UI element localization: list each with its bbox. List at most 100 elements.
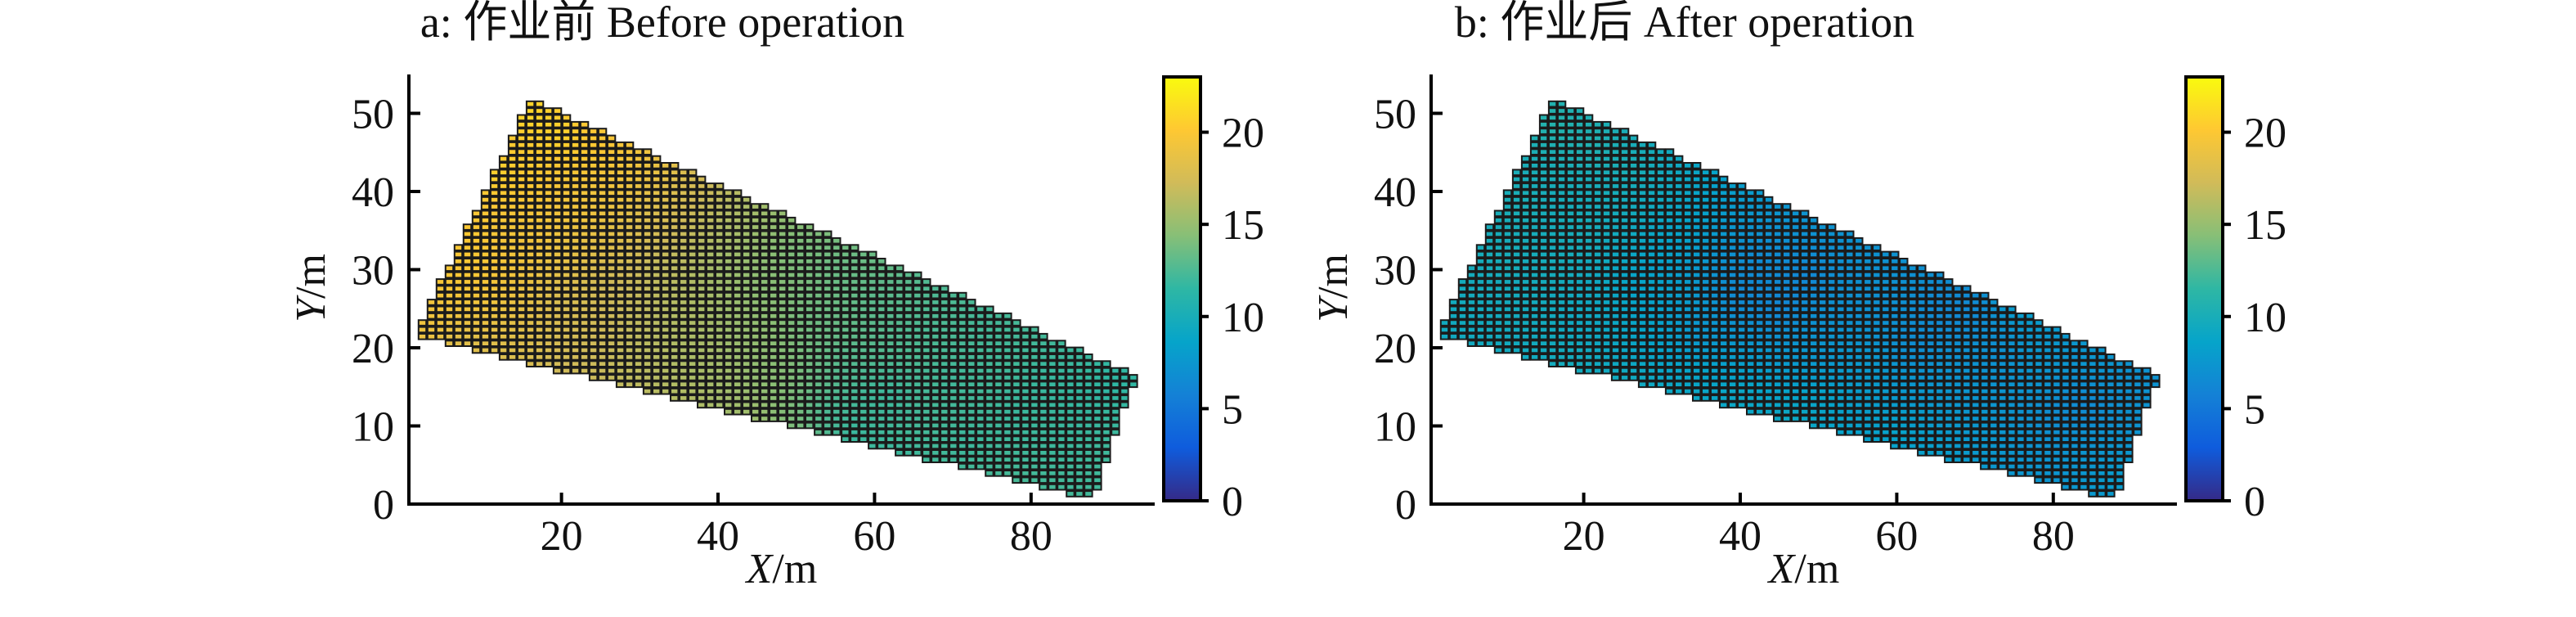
grid-cell: [1701, 387, 1711, 395]
grid-cell: [1466, 332, 1477, 340]
grid-cell: [1755, 223, 1765, 231]
grid-cell: [1899, 435, 1909, 443]
grid-cell: [778, 299, 788, 306]
grid-cell: [2052, 449, 2062, 457]
grid-cell: [1746, 340, 1756, 347]
grid-cell: [1890, 332, 1900, 340]
grid-cell: [1773, 236, 1783, 245]
grid-cell: [507, 332, 518, 340]
grid-cell: [1556, 250, 1567, 259]
grid-cell: [1610, 354, 1621, 361]
grid-cell: [2007, 312, 2017, 320]
grid-cell: [1800, 216, 1810, 224]
grid-cell: [633, 305, 644, 313]
grid-cell: [904, 285, 913, 293]
grid-cell: [1836, 258, 1846, 265]
grid-cell: [1710, 367, 1720, 375]
grid-cell: [588, 354, 599, 361]
grid-cell: [733, 387, 743, 395]
grid-cell: [922, 415, 931, 422]
grid-cell: [1538, 258, 1549, 265]
grid-cell: [1637, 360, 1648, 367]
grid-cell: [570, 175, 581, 183]
grid-cell: [1030, 470, 1039, 477]
grid-cell: [1737, 271, 1747, 279]
grid-cell: [1908, 415, 1918, 422]
grid-cell: [543, 230, 554, 238]
grid-cell: [868, 326, 877, 334]
grid-cell: [949, 374, 958, 381]
grid-cell: [1944, 394, 1954, 402]
grid-cell: [850, 374, 859, 381]
grid-cell: [940, 346, 949, 354]
grid-cell: [516, 332, 527, 340]
grid-cell: [2142, 387, 2152, 395]
grid-cell: [507, 285, 518, 293]
grid-cell: [588, 196, 599, 204]
grid-cell: [1890, 291, 1900, 299]
grid-cell: [1899, 271, 1909, 279]
axes-before: [407, 74, 1155, 506]
grid-cell: [688, 244, 698, 251]
grid-cell: [1908, 367, 1918, 375]
grid-cell: [1971, 291, 1981, 299]
grid-cell: [1854, 236, 1864, 245]
grid-cell: [1655, 209, 1666, 218]
grid-cell: [525, 223, 536, 231]
grid-cell: [724, 271, 734, 279]
grid-cell: [489, 299, 500, 306]
grid-cell: [498, 326, 509, 334]
grid-cell: [534, 169, 545, 177]
grid-cell: [1565, 285, 1576, 293]
grid-cell: [994, 408, 1003, 416]
grid-cell: [1701, 394, 1711, 402]
grid-cell: [2070, 435, 2080, 443]
grid-cell: [1547, 223, 1558, 231]
grid-cell: [570, 271, 581, 279]
grid-cell: [642, 367, 653, 375]
grid-cell: [1646, 182, 1657, 190]
grid-cell: [724, 285, 734, 293]
grid-cell: [642, 175, 653, 183]
grid-cell: [760, 401, 770, 409]
grid-cell: [1565, 209, 1576, 218]
grid-cell: [715, 244, 725, 251]
grid-cell: [1592, 285, 1603, 293]
grid-cell: [1012, 435, 1021, 443]
grid-cell: [606, 134, 617, 142]
grid-cell: [2097, 387, 2107, 395]
grid-cell: [1764, 346, 1774, 354]
grid-cell: [2079, 381, 2089, 389]
grid-cell: [904, 381, 913, 389]
grid-cell: [1619, 141, 1630, 149]
grid-cell: [489, 278, 500, 286]
grid-cell: [1601, 128, 1612, 135]
grid-cell: [1484, 271, 1495, 279]
grid-cell: [1484, 340, 1495, 347]
grid-cell: [724, 216, 734, 224]
grid-cell: [1899, 360, 1909, 367]
grid-cell: [1701, 271, 1711, 279]
grid-cell: [913, 291, 922, 299]
grid-cell: [1057, 394, 1066, 402]
grid-cell: [1908, 285, 1918, 293]
grid-cell: [751, 319, 761, 327]
grid-cell: [670, 264, 680, 272]
grid-cell: [1971, 354, 1981, 361]
grid-cell: [2016, 367, 2026, 375]
grid-cell: [1854, 291, 1864, 299]
grid-cell: [633, 182, 644, 190]
grid-cell: [1809, 278, 1819, 286]
grid-cell: [1737, 305, 1747, 313]
grid-cell: [1664, 203, 1675, 210]
grid-cell: [1619, 319, 1630, 327]
grid-cell: [706, 340, 716, 347]
grid-cell: [435, 299, 446, 306]
grid-cell: [697, 223, 707, 231]
grid-cell: [2061, 401, 2071, 409]
grid-cell: [1583, 299, 1594, 306]
grid-cell: [1809, 326, 1819, 334]
grid-cell: [570, 340, 581, 347]
grid-cell: [642, 360, 653, 367]
grid-cell: [1683, 340, 1693, 347]
